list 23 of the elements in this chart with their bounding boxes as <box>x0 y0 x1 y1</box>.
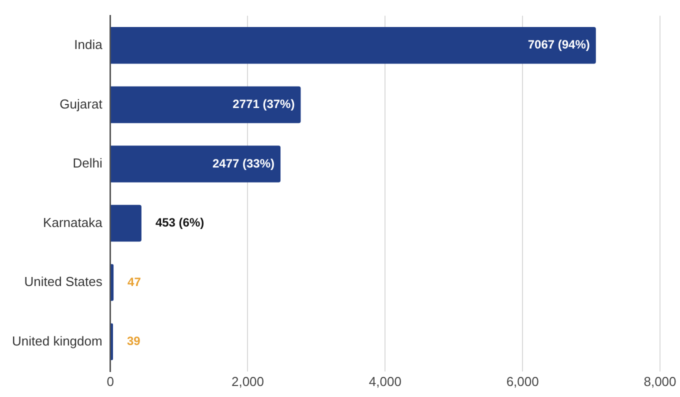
x-tick-label: 4,000 <box>368 374 402 389</box>
data-label: 7067 (94%) <box>528 38 590 52</box>
data-label: 47 <box>128 274 142 289</box>
data-label: 39 <box>127 334 141 348</box>
y-tick-label: India <box>74 37 104 52</box>
y-tick-label: United kingdom <box>12 333 102 348</box>
bar <box>110 27 596 64</box>
y-tick-label: United States <box>24 274 103 290</box>
data-label: 2477 (33%) <box>212 156 275 170</box>
x-tick-label: 0 <box>106 374 114 389</box>
bar <box>110 323 114 360</box>
data-label: 453 (6%) <box>155 216 204 230</box>
y-tick-label: Gujarat <box>60 96 103 112</box>
bar <box>110 146 281 182</box>
bar <box>110 204 142 242</box>
x-tick-label: 2,000 <box>231 374 264 389</box>
x-tick-label: 6,000 <box>506 374 539 389</box>
x-tick-label: 8,000 <box>644 374 676 389</box>
bar <box>110 264 114 301</box>
data-label: 2771 (37%) <box>232 97 295 112</box>
bar <box>110 86 301 124</box>
y-tick-label: Karnataka <box>43 214 104 230</box>
y-tick-label: Delhi <box>72 156 102 171</box>
